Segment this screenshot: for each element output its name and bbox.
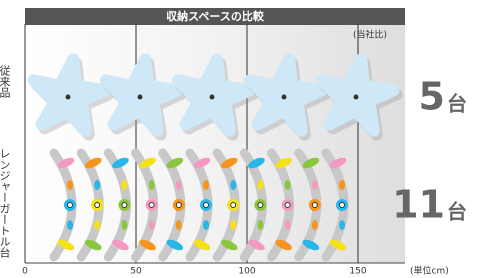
x-unit: (単位cm) [410,265,449,277]
ranger-hub-inner [340,203,345,208]
ranger-hub-inner [68,203,73,208]
ranger-hub-inner [204,203,209,208]
ranger-petal [149,220,155,230]
ranger-petal [339,220,345,230]
ranger-petal [149,180,155,190]
x-tick-label: 0 [22,267,28,277]
ranger-petal [67,220,73,230]
star-center [282,95,287,100]
ranger-hub-inner [258,203,263,208]
ranger-petal [285,180,291,190]
ranger-hub-inner [149,203,154,208]
ranger-petal [121,220,127,230]
ranger-petal [257,180,263,190]
ranger-petal [257,220,263,230]
ranger-petal [339,180,345,190]
ranger-petal [203,220,209,230]
ranger-petal [121,180,127,190]
star-center [66,95,71,100]
ranger-petal [312,220,318,230]
ranger-petal [230,180,236,190]
chart-title: 収納スペースの比較 [166,9,265,23]
row-label: レンジャーガートル台 [0,148,11,258]
count-unit: 台 [447,200,467,224]
ranger-hub-inner [176,203,181,208]
x-tick-label: 50 [130,267,142,277]
star-center [138,95,143,100]
ranger-hub-inner [122,203,127,208]
x-tick-label: 150 [349,267,366,277]
ranger-petal [203,180,209,190]
ranger-petal [176,180,182,190]
ranger-petal [176,220,182,230]
ranger-petal [285,220,291,230]
count-unit: 台 [447,92,467,116]
ranger-hub-inner [95,203,100,208]
ranger-hub-inner [312,203,317,208]
ranger-petal [230,220,236,230]
ranger-petal [94,180,100,190]
ranger-petal [67,180,73,190]
count-number: 5 [419,75,445,119]
x-tick-label: 100 [238,267,255,277]
ranger-petal [94,220,100,230]
star-center [354,95,359,100]
ranger-hub-inner [231,203,236,208]
chart: 収納スペースの比較 (当社比) 従来品 レンジャーガートル台 (単位cm) 05… [0,0,477,278]
ranger-petal [312,180,318,190]
ranger-hub-inner [285,203,290,208]
page: {"chart_data": {"type": "pictograph", "t… [0,0,477,278]
count-number: 11 [392,183,445,227]
star-center [210,95,215,100]
row-label: 従来品 [0,65,11,98]
